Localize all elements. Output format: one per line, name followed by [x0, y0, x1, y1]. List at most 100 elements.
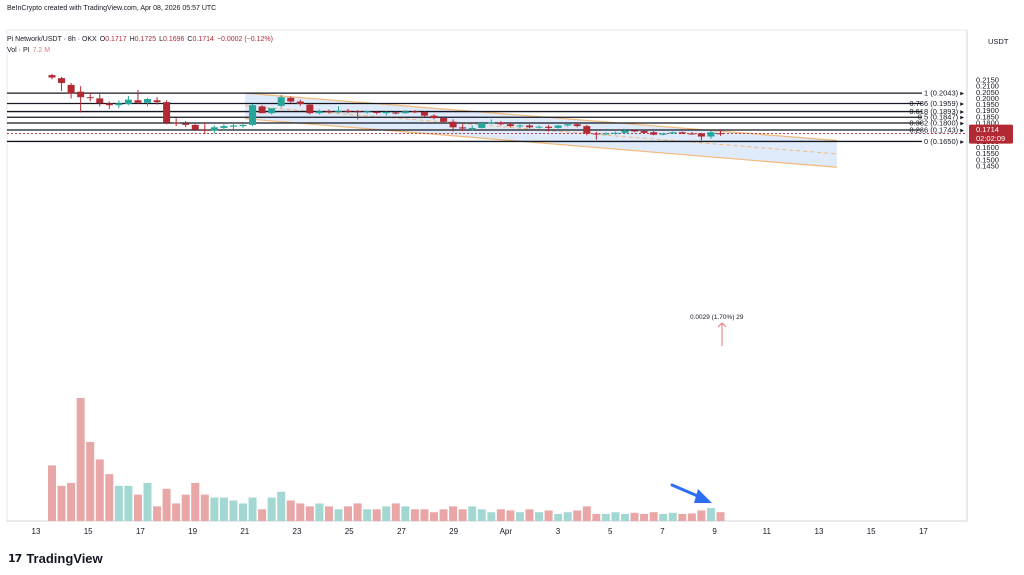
- candle-body[interactable]: [611, 132, 619, 134]
- candle-body[interactable]: [545, 126, 553, 128]
- volume-bar: [487, 512, 496, 521]
- candle-body[interactable]: [67, 84, 75, 94]
- time-tick-label: 15: [84, 527, 93, 536]
- candle-body[interactable]: [506, 124, 514, 127]
- candle-body[interactable]: [516, 125, 524, 127]
- volume-bar: [687, 513, 696, 521]
- candle-body[interactable]: [258, 106, 266, 114]
- candle-body[interactable]: [277, 97, 285, 106]
- measurement-annotation[interactable]: 0.0029 (1.70%) 29: [690, 314, 744, 346]
- time-tick-label: 17: [919, 527, 928, 536]
- candle-body[interactable]: [583, 126, 591, 134]
- candle-body[interactable]: [363, 111, 371, 113]
- candle-body[interactable]: [239, 124, 247, 127]
- volume-bar: [95, 459, 104, 521]
- candle-body[interactable]: [621, 130, 629, 133]
- volume-legend[interactable]: Vol · PI 7.2 M: [7, 46, 53, 56]
- candle-body[interactable]: [315, 111, 323, 114]
- low-label: L: [159, 36, 163, 43]
- candle-body[interactable]: [602, 133, 610, 135]
- candle-body[interactable]: [105, 103, 113, 106]
- candle-body[interactable]: [564, 124, 572, 126]
- price-tick-label: 0.2100: [976, 82, 999, 91]
- candle-body[interactable]: [115, 103, 123, 106]
- candle-body[interactable]: [48, 75, 56, 78]
- channel-lower-line[interactable]: [244, 118, 838, 168]
- candle-body[interactable]: [554, 125, 562, 128]
- candle-body[interactable]: [669, 132, 677, 134]
- candle-body[interactable]: [58, 78, 66, 84]
- candle-body[interactable]: [487, 122, 495, 124]
- candle-body[interactable]: [249, 105, 257, 125]
- candle-body[interactable]: [440, 118, 448, 122]
- candle-body[interactable]: [306, 104, 314, 114]
- tradingview-logo[interactable]: 17 TradingView: [8, 550, 103, 566]
- candle-body[interactable]: [287, 97, 295, 102]
- candle-body[interactable]: [650, 132, 658, 135]
- candle-body[interactable]: [497, 122, 505, 125]
- candle-body[interactable]: [707, 132, 715, 137]
- candle-body[interactable]: [430, 115, 438, 119]
- candle-body[interactable]: [201, 129, 209, 131]
- candle-body[interactable]: [382, 111, 390, 114]
- volume-bar: [649, 512, 658, 521]
- candle-body[interactable]: [153, 100, 161, 103]
- candle-body[interactable]: [420, 111, 428, 116]
- volume-bar: [200, 494, 209, 521]
- candle-body[interactable]: [535, 126, 543, 128]
- candle-body[interactable]: [717, 133, 724, 135]
- volume-bar: [353, 503, 362, 521]
- time-tick-label: Apr: [500, 527, 513, 536]
- volume-bar: [678, 513, 687, 521]
- candle-body[interactable]: [468, 127, 476, 129]
- volume-bars: [48, 398, 725, 521]
- candle-body[interactable]: [296, 101, 304, 104]
- candle-body[interactable]: [163, 102, 171, 123]
- candle-body[interactable]: [697, 133, 705, 137]
- fibonacci-levels[interactable]: 1 (0.2043) ▸0.786 (0.1959) ▸0.618 (0.189…: [7, 89, 964, 146]
- symbol-legend[interactable]: Pi Network/USDT · 8h · OKX O0.1717 H0.1725…: [7, 35, 276, 45]
- candle-body[interactable]: [631, 130, 639, 132]
- candle-body[interactable]: [354, 111, 362, 113]
- candle-body[interactable]: [573, 124, 581, 127]
- candle-body[interactable]: [96, 98, 104, 104]
- candle-body[interactable]: [172, 122, 180, 124]
- candle-body[interactable]: [182, 123, 190, 125]
- candle-body[interactable]: [659, 133, 667, 135]
- symbol-title[interactable]: Pi Network/USDT · 8h · OKX: [7, 36, 97, 43]
- time-tick-label: 9: [712, 527, 717, 536]
- candle-body[interactable]: [401, 111, 409, 114]
- price-axis[interactable]: 0.21500.21000.20500.20000.19500.19000.18…: [976, 76, 999, 171]
- publisher-text: BeInCrypto created with TradingView.com,…: [7, 5, 217, 12]
- candle-body[interactable]: [191, 124, 199, 130]
- candle-body[interactable]: [344, 110, 352, 112]
- candle-body[interactable]: [688, 133, 696, 135]
- candle-body[interactable]: [678, 132, 686, 134]
- candle-body[interactable]: [124, 99, 132, 104]
- candle-body[interactable]: [77, 91, 85, 98]
- candle-body[interactable]: [392, 112, 400, 114]
- candle-body[interactable]: [220, 126, 228, 128]
- candle-body[interactable]: [210, 127, 218, 131]
- candle-body[interactable]: [526, 125, 533, 128]
- candlesticks[interactable]: [48, 73, 725, 141]
- candle-body[interactable]: [373, 111, 381, 113]
- candle-body[interactable]: [86, 97, 94, 99]
- volume-bar: [57, 485, 66, 521]
- candle-body[interactable]: [592, 133, 600, 135]
- candle-body[interactable]: [640, 131, 648, 133]
- candle-body[interactable]: [325, 111, 333, 113]
- candle-body[interactable]: [449, 121, 457, 128]
- candle-body[interactable]: [134, 100, 142, 103]
- time-axis[interactable]: 13 15 17 19 21 23 25 27 29 Apr 3 5 7 9 11 13 15 17: [32, 527, 929, 536]
- candle-body[interactable]: [229, 125, 237, 127]
- candle-body[interactable]: [268, 108, 276, 114]
- open-label: O: [99, 36, 106, 43]
- candle-body[interactable]: [478, 123, 486, 128]
- candle-body[interactable]: [411, 111, 419, 113]
- time-tick-label: 21: [240, 527, 249, 536]
- candle-body[interactable]: [144, 99, 151, 103]
- candle-body[interactable]: [459, 127, 467, 129]
- candle-body[interactable]: [335, 110, 342, 112]
